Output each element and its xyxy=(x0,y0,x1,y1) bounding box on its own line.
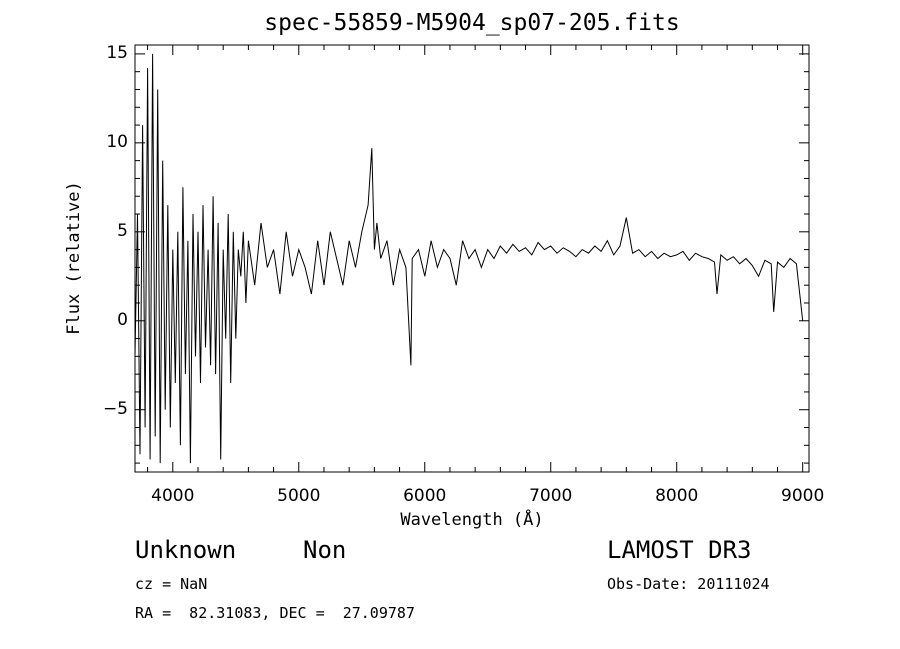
x-tick-label: 9000 xyxy=(781,486,825,506)
redshift-label: cz = NaN xyxy=(135,575,208,593)
survey-label: LAMOST DR3 xyxy=(607,536,752,564)
x-axis-label: Wavelength (Å) xyxy=(400,510,544,530)
x-tick-label: 6000 xyxy=(403,486,447,506)
spectrum-line xyxy=(134,53,804,464)
y-axis-label: Flux (relative) xyxy=(64,181,84,335)
y-tick-label: −5 xyxy=(102,398,128,419)
chart-title: spec-55859-M5904_sp07-205.fits xyxy=(264,10,680,36)
y-tick-label: 5 xyxy=(117,220,128,241)
plot-frame xyxy=(134,44,810,473)
y-tick-label: 0 xyxy=(117,309,128,330)
y-tick-label: 10 xyxy=(106,131,128,152)
x-tick-label: 7000 xyxy=(529,486,573,506)
y-tick-label: 15 xyxy=(106,42,128,63)
x-tick-label: 5000 xyxy=(277,486,321,506)
object-subclass: Non xyxy=(303,536,347,564)
object-class: Unknown xyxy=(135,536,237,564)
coordinates-label: RA = 82.31083, DEC = 27.09787 xyxy=(135,604,415,622)
obs-date-label: Obs-Date: 20111024 xyxy=(607,575,770,593)
x-tick-label: 8000 xyxy=(655,486,699,506)
x-tick-label: 4000 xyxy=(151,486,195,506)
axis-ticks xyxy=(135,45,809,472)
